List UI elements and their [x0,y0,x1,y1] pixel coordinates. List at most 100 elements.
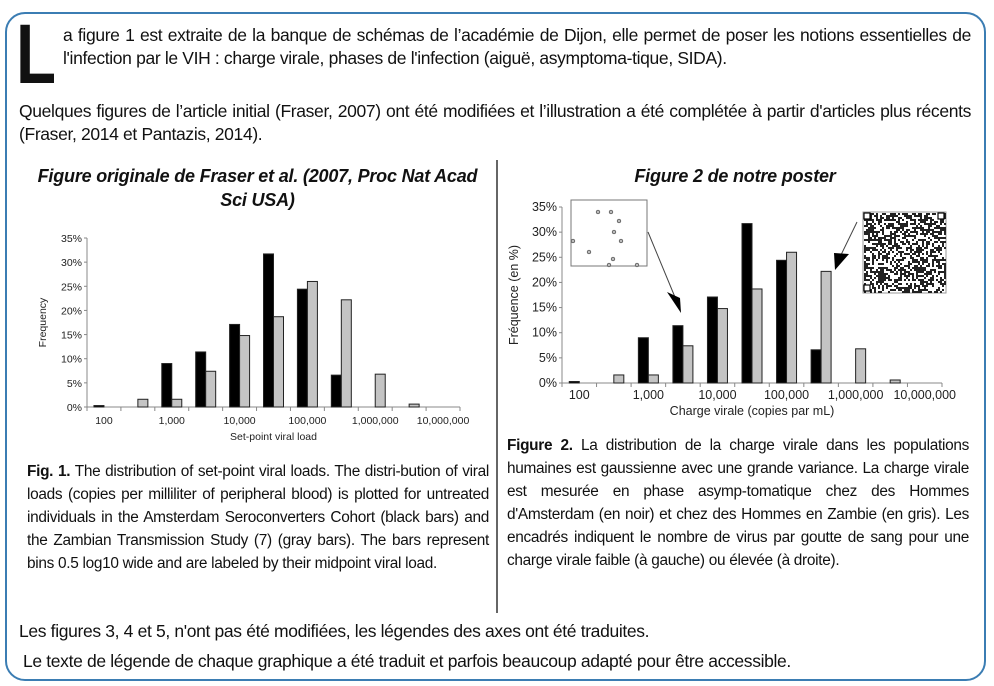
noise-dot [912,257,914,259]
noise-dot [924,221,926,223]
noise-dot [864,249,866,251]
bar-black [706,296,718,384]
noise-dot [874,291,876,293]
noise-dot [944,263,946,265]
noise-dot [896,229,898,231]
noise-dot [926,243,928,245]
noise-dot [922,283,924,285]
noise-dot [900,255,902,257]
noise-dot [926,245,928,247]
noise-dot [942,219,944,221]
noise-dot [938,281,940,283]
noise-dot [934,235,936,237]
noise-dot [930,217,932,219]
noise-dot [904,225,906,227]
noise-dot [888,219,890,221]
noise-dot [906,287,908,289]
noise-dot [940,237,942,239]
y-tick-label: 15% [532,301,557,315]
noise-dot [866,231,868,233]
y-tick-label: 30% [532,225,557,239]
right-bar-chart: 0% 5% 10% 15% 20% 25% 30% 35% 100 1,000 10,000 100,… [507,200,956,418]
noise-dot [876,213,878,215]
noise-dot [910,217,912,219]
noise-dot [930,283,932,285]
noise-dot [912,239,914,241]
noise-dot [904,271,906,273]
noise-dot [906,221,908,223]
noise-dot [892,251,894,253]
noise-dot [878,243,880,245]
noise-dot [890,271,892,273]
noise-dot [916,291,918,293]
noise-dot [926,229,928,231]
noise-dot [922,257,924,259]
noise-dot [932,263,934,265]
noise-dot [926,271,928,273]
noise-dot [928,265,930,267]
noise-dot [870,267,872,269]
noise-dot [868,235,870,237]
caption-text: La distribution de la charge virale dans… [507,437,969,569]
noise-dot [882,279,884,281]
bar-black [776,259,788,384]
noise-dot [874,227,876,229]
noise-dot [930,279,932,281]
bar-gray [408,403,420,408]
noise-dot [918,289,920,291]
noise-dot [908,291,910,293]
noise-dot [926,247,928,249]
noise-dot [874,223,876,225]
noise-dot [890,219,892,221]
noise-dot [920,225,922,227]
noise-dot [900,269,902,271]
noise-dot [936,259,938,261]
noise-dot [932,213,934,215]
noise-dot [874,239,876,241]
noise-dot [918,291,920,293]
noise-dot [882,227,884,229]
noise-dot [894,227,896,229]
noise-dot [912,227,914,229]
noise-dot [896,267,898,269]
noise-dot [898,213,900,215]
noise-dot [908,215,910,217]
noise-dot [870,283,872,285]
noise-dot [944,275,946,277]
noise-dot [940,221,942,223]
noise-dot [916,255,918,257]
noise-dot [894,281,896,283]
noise-dot [944,265,946,267]
noise-dot [864,225,866,227]
noise-dot [932,223,934,225]
noise-dot [942,283,944,285]
noise-dot [902,241,904,243]
noise-dot [914,287,916,289]
noise-dot [920,213,922,215]
noise-dot [920,289,922,291]
noise-dot [920,269,922,271]
noise-dot [876,271,878,273]
noise-dot [902,229,904,231]
noise-dot [906,277,908,279]
intro-paragraph-2: Quelques figures de l’article initial (F… [19,101,971,144]
noise-dot [916,249,918,251]
noise-dot [918,245,920,247]
noise-dot [904,253,906,255]
noise-dot [890,269,892,271]
noise-dot [888,285,890,287]
noise-dot [900,263,902,265]
noise-dot [874,247,876,249]
noise-dot [880,291,882,293]
noise-dot [868,219,870,221]
noise-dot [868,247,870,249]
noise-dot [874,257,876,259]
bar-black [195,351,207,408]
noise-dot [874,277,876,279]
noise-dot [942,227,944,229]
noise-dot [890,213,892,215]
noise-dot [866,221,868,223]
poster-frame [5,12,986,681]
x-tick-label: 100 [569,388,590,402]
y-tick-label: 25% [532,250,557,264]
